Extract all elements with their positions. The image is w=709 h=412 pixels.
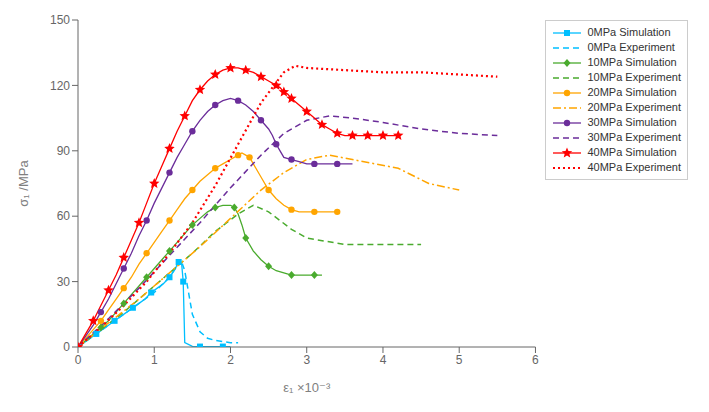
html-text:30MPa Simulation: 30MPa Simulation xyxy=(587,116,677,128)
svg-text:ε₁ ×10⁻³: ε₁ ×10⁻³ xyxy=(283,380,331,395)
svg-text:1: 1 xyxy=(151,353,158,367)
html-text:20MPa Experiment: 20MPa Experiment xyxy=(587,101,681,113)
svg-text:150: 150 xyxy=(50,13,70,27)
svg-text:90: 90 xyxy=(57,144,71,158)
html-text:10MPa Simulation: 10MPa Simulation xyxy=(587,56,677,68)
svg-text:4: 4 xyxy=(380,353,387,367)
svg-text:5: 5 xyxy=(456,353,463,367)
svg-text:60: 60 xyxy=(57,209,71,223)
svg-text:120: 120 xyxy=(50,79,70,93)
svg-text:0: 0 xyxy=(63,340,70,354)
html-text:10MPa Experiment: 10MPa Experiment xyxy=(587,71,681,83)
svg-text:σ₁ /MPa: σ₁ /MPa xyxy=(16,160,31,207)
svg-text:2: 2 xyxy=(227,353,234,367)
svg-text:6: 6 xyxy=(532,353,539,367)
html-text:30MPa Experiment: 30MPa Experiment xyxy=(587,131,681,143)
svg-text:0: 0 xyxy=(75,353,82,367)
html-text:0MPa Experiment: 0MPa Experiment xyxy=(587,41,675,53)
svg-text:3: 3 xyxy=(303,353,310,367)
html-text:40MPa Simulation: 40MPa Simulation xyxy=(587,146,677,158)
svg-text:30: 30 xyxy=(57,275,71,289)
html-text:20MPa Simulation: 20MPa Simulation xyxy=(587,86,677,98)
html-text:0MPa Simulation: 0MPa Simulation xyxy=(587,26,671,38)
html-text:40MPa Experiment: 40MPa Experiment xyxy=(587,161,681,173)
